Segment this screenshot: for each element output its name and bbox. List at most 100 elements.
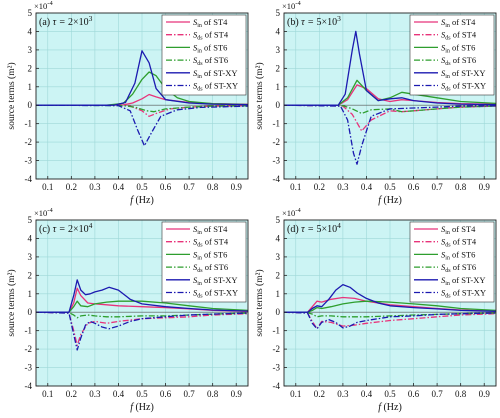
- legend-label: Sds of ST-XY: [193, 288, 238, 300]
- x-tick-label: 0.2: [314, 182, 325, 192]
- y-tick-label: -3: [273, 156, 281, 166]
- series-line-4: [36, 50, 249, 106]
- y-tick-label: 0: [28, 100, 33, 110]
- legend-label: Sin of ST6: [193, 249, 227, 261]
- x-tick-label: 0.3: [89, 389, 101, 399]
- legend-box: [409, 14, 495, 96]
- y-tick-label: -4: [25, 174, 33, 184]
- x-tick-label: 0.7: [431, 182, 443, 192]
- series-line-5: [283, 104, 497, 165]
- legend-label: Sds of ST-XY: [441, 288, 486, 300]
- y-tick-label: 2: [28, 63, 33, 73]
- x-tick-label: 0.5: [136, 182, 148, 192]
- panel-title: (a) τ = 2×103: [39, 14, 93, 28]
- y-tick-label: 5: [276, 215, 281, 225]
- x-tick-label: 0.5: [384, 182, 396, 192]
- x-tick-label: 0.9: [479, 182, 491, 192]
- y-tick-label: 2: [28, 270, 33, 280]
- x-axis-label: f (Hz): [378, 402, 402, 413]
- legend-label: Sin of ST4: [441, 224, 476, 236]
- y-tick-label: 5: [28, 8, 33, 18]
- chart-panel-3: 0.1 0.2 0.3 0.4 0.5 0.6 0.7 0.8 0.9 -4 -3 -2 -1 0 1 2 3 4…: [254, 207, 497, 413]
- series-line-5: [35, 104, 249, 147]
- x-tick-label: 0.6: [408, 389, 420, 399]
- y-axis-label: source terms (m²): [6, 269, 17, 336]
- y-tick-label: -3: [273, 363, 281, 373]
- y-tick-label: -2: [273, 137, 281, 147]
- x-tick-label: 0.9: [231, 182, 243, 192]
- series-line-2: [36, 300, 249, 313]
- series-line-4: [36, 279, 249, 313]
- x-tick-label: 0.2: [66, 389, 77, 399]
- x-tick-label: 0.6: [408, 182, 420, 192]
- x-tick-label: 0.5: [384, 389, 396, 399]
- legend-label: Sin of ST6: [441, 42, 475, 54]
- y-tick-label: 5: [28, 215, 33, 225]
- panel-title: (c) τ = 2×104: [39, 221, 93, 235]
- y-tick-label: 0: [276, 100, 281, 110]
- legend-label: Sin of ST-XY: [193, 275, 238, 287]
- legend-label: Sds of ST4: [441, 30, 477, 42]
- y-tick-label: 1: [28, 289, 33, 299]
- y-tick-label: -1: [273, 119, 281, 129]
- y-tick-label: 3: [276, 45, 281, 55]
- y-tick-label: -2: [25, 137, 33, 147]
- y-tick-label: -2: [273, 344, 281, 354]
- y-axis-label: source terms (m²): [6, 62, 17, 129]
- chart-panel-2: 0.1 0.2 0.3 0.4 0.5 0.6 0.7 0.8 0.9 -4 -3 -2 -1 0 1 2 3 4…: [6, 207, 249, 413]
- x-tick-label: 0.5: [136, 389, 148, 399]
- legend-box: [161, 14, 247, 96]
- legend-label: Sin of ST-XY: [193, 68, 238, 80]
- y-exponent-label: ×10-4: [282, 0, 301, 11]
- y-exponent-label: ×10-4: [282, 207, 301, 218]
- y-tick-label: 4: [276, 26, 281, 36]
- series-line-4: [284, 283, 497, 313]
- y-tick-label: 2: [276, 270, 281, 280]
- panel-title: (d) τ = 5×104: [287, 221, 341, 235]
- y-axis-label: source terms (m²): [254, 269, 265, 336]
- y-axis-label: source terms (m²): [254, 62, 265, 129]
- series-line-4: [284, 30, 497, 106]
- y-exponent-label: ×10-4: [34, 207, 53, 218]
- x-axis-label: f (Hz): [378, 195, 402, 206]
- x-tick-label: 0.7: [183, 389, 195, 399]
- y-tick-label: -4: [273, 174, 281, 184]
- x-tick-label: 0.4: [113, 182, 125, 192]
- y-tick-label: 4: [28, 26, 33, 36]
- legend-label: Sin of ST6: [441, 249, 475, 261]
- y-tick-label: 1: [276, 82, 281, 92]
- legend-label: Sin of ST4: [441, 17, 476, 29]
- series-line-1: [283, 311, 497, 330]
- y-tick-label: 2: [276, 63, 281, 73]
- legend-label: Sin of ST4: [193, 17, 228, 29]
- x-tick-label: 0.2: [314, 389, 325, 399]
- chart-panel-0: 0.1 0.2 0.3 0.4 0.5 0.6 0.7 0.8 0.9 -4 -3 -2 -1 0 1 2 3 4…: [6, 0, 249, 206]
- panel-title: (b) τ = 5×103: [287, 14, 341, 28]
- x-tick-label: 0.3: [89, 182, 101, 192]
- x-tick-label: 0.1: [42, 389, 53, 399]
- legend-label: Sds of ST6: [441, 262, 476, 274]
- y-tick-label: 4: [276, 233, 281, 243]
- legend-label: Sds of ST-XY: [193, 81, 238, 93]
- y-tick-label: -3: [25, 156, 33, 166]
- x-tick-label: 0.4: [113, 389, 125, 399]
- legend-label: Sds of ST6: [193, 262, 228, 274]
- y-exponent-label: ×10-4: [34, 0, 53, 11]
- x-tick-label: 0.7: [183, 182, 195, 192]
- y-tick-label: 0: [276, 307, 281, 317]
- x-tick-label: 0.4: [361, 389, 373, 399]
- y-tick-label: -3: [25, 363, 33, 373]
- legend-label: Sds of ST6: [441, 55, 476, 67]
- x-tick-label: 0.6: [160, 182, 172, 192]
- y-tick-label: 0: [28, 307, 33, 317]
- y-tick-label: 1: [276, 289, 281, 299]
- legend-label: Sin of ST4: [193, 224, 228, 236]
- x-tick-label: 0.1: [290, 389, 301, 399]
- x-axis-label: f (Hz): [130, 402, 154, 413]
- series-line-5: [35, 311, 249, 351]
- y-tick-label: 3: [28, 252, 33, 262]
- x-tick-label: 0.8: [455, 389, 467, 399]
- y-tick-label: -4: [273, 381, 281, 391]
- x-tick-label: 0.7: [431, 389, 443, 399]
